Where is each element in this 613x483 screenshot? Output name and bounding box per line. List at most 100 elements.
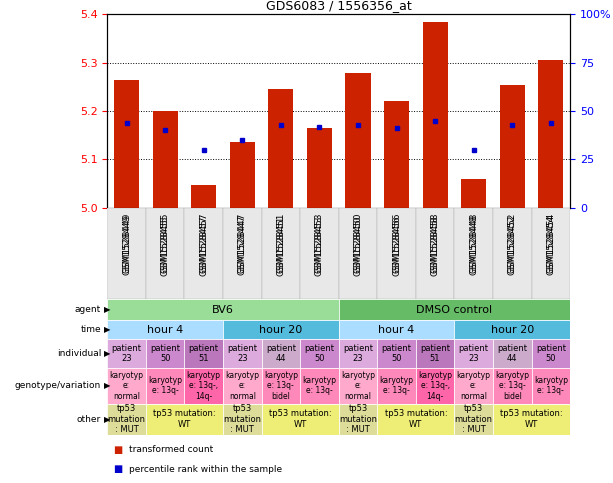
- Bar: [153, 111, 178, 208]
- Text: GSM1528457: GSM1528457: [199, 215, 208, 275]
- Text: patient
50: patient 50: [305, 343, 335, 363]
- Bar: [114, 80, 139, 208]
- Text: GSM1528456: GSM1528456: [392, 213, 401, 273]
- Text: ▶: ▶: [104, 414, 111, 424]
- Text: BV6: BV6: [212, 305, 234, 315]
- Bar: [262, 404, 338, 435]
- Text: patient
44: patient 44: [497, 343, 527, 363]
- Bar: [146, 368, 185, 404]
- Text: GSM1528456: GSM1528456: [392, 215, 401, 275]
- Text: DMSO control: DMSO control: [416, 305, 492, 315]
- Text: GSM1528453: GSM1528453: [315, 215, 324, 275]
- Text: GSM1528454: GSM1528454: [546, 215, 555, 275]
- Bar: [338, 208, 377, 299]
- Text: patient
50: patient 50: [536, 343, 566, 363]
- Text: GSM1528448: GSM1528448: [469, 213, 478, 272]
- Text: patient
50: patient 50: [150, 343, 180, 363]
- Text: karyotyp
e: 13q-
bidel: karyotyp e: 13q- bidel: [264, 371, 298, 400]
- Bar: [146, 339, 185, 368]
- Bar: [223, 368, 262, 404]
- Bar: [223, 339, 262, 368]
- Text: GSM1528453: GSM1528453: [315, 213, 324, 273]
- Bar: [268, 89, 294, 208]
- Text: GSM1528449: GSM1528449: [122, 213, 131, 272]
- Text: ▶: ▶: [104, 349, 111, 358]
- Bar: [531, 208, 570, 299]
- Text: patient
23: patient 23: [227, 343, 257, 363]
- Text: GSM1528454: GSM1528454: [546, 213, 555, 272]
- Bar: [191, 185, 216, 208]
- Text: patient
51: patient 51: [420, 343, 450, 363]
- Bar: [538, 60, 563, 208]
- Bar: [416, 208, 454, 299]
- Text: tp53
mutation
: MUT: tp53 mutation : MUT: [107, 404, 145, 434]
- Bar: [454, 320, 570, 339]
- Bar: [107, 299, 338, 320]
- Text: GSM1528451: GSM1528451: [276, 213, 285, 273]
- Text: tp53
mutation
: MUT: tp53 mutation : MUT: [455, 404, 493, 434]
- Text: other: other: [77, 414, 101, 424]
- Text: genotype/variation: genotype/variation: [15, 381, 101, 390]
- Text: patient
51: patient 51: [189, 343, 219, 363]
- Bar: [146, 208, 185, 299]
- Bar: [346, 73, 370, 208]
- Bar: [185, 368, 223, 404]
- Bar: [262, 339, 300, 368]
- Bar: [416, 368, 454, 404]
- Bar: [422, 22, 447, 208]
- Bar: [493, 339, 531, 368]
- Text: hour 4: hour 4: [147, 325, 183, 335]
- Text: karyotyp
e:
normal: karyotyp e: normal: [225, 371, 259, 400]
- Bar: [454, 368, 493, 404]
- Text: GSM1528449: GSM1528449: [122, 215, 131, 275]
- Text: karyotyp
e:
normal: karyotyp e: normal: [341, 371, 375, 400]
- Bar: [454, 208, 493, 299]
- Bar: [377, 404, 454, 435]
- Text: tp53
mutation
: MUT: tp53 mutation : MUT: [223, 404, 261, 434]
- Text: GSM1528450: GSM1528450: [354, 213, 362, 273]
- Bar: [493, 368, 531, 404]
- Text: patient
44: patient 44: [266, 343, 296, 363]
- Bar: [307, 128, 332, 208]
- Text: karyotyp
e: 13q-: karyotyp e: 13q-: [379, 376, 414, 396]
- Bar: [377, 208, 416, 299]
- Text: patient
23: patient 23: [343, 343, 373, 363]
- Bar: [377, 368, 416, 404]
- Bar: [531, 368, 570, 404]
- Text: hour 20: hour 20: [490, 325, 534, 335]
- Bar: [454, 339, 493, 368]
- Text: karyotyp
e: 13q-: karyotyp e: 13q-: [148, 376, 182, 396]
- Bar: [223, 208, 262, 299]
- Text: time: time: [80, 325, 101, 334]
- Text: karyotyp
e:
normal: karyotyp e: normal: [457, 371, 490, 400]
- Text: individual: individual: [57, 349, 101, 358]
- Text: hour 4: hour 4: [378, 325, 414, 335]
- Bar: [300, 368, 338, 404]
- Bar: [493, 404, 570, 435]
- Bar: [493, 208, 531, 299]
- Text: GSM1528448: GSM1528448: [469, 215, 478, 275]
- Text: GSM1528447: GSM1528447: [238, 215, 247, 275]
- Bar: [377, 339, 416, 368]
- Bar: [262, 208, 300, 299]
- Text: transformed count: transformed count: [129, 445, 213, 455]
- Text: karyotyp
e: 13q-: karyotyp e: 13q-: [302, 376, 337, 396]
- Bar: [107, 339, 146, 368]
- Text: tp53 mutation:
WT: tp53 mutation: WT: [384, 410, 447, 429]
- Bar: [185, 208, 223, 299]
- Text: tp53 mutation:
WT: tp53 mutation: WT: [153, 410, 216, 429]
- Text: hour 20: hour 20: [259, 325, 302, 335]
- Bar: [338, 404, 377, 435]
- Text: patient
23: patient 23: [112, 343, 142, 363]
- Text: percentile rank within the sample: percentile rank within the sample: [129, 465, 282, 474]
- Bar: [338, 299, 570, 320]
- Text: ▶: ▶: [104, 305, 111, 314]
- Text: GSM1528450: GSM1528450: [354, 215, 362, 275]
- Text: GSM1528452: GSM1528452: [508, 215, 517, 275]
- Bar: [262, 368, 300, 404]
- Text: GSM1528455: GSM1528455: [161, 215, 170, 275]
- Text: tp53 mutation:
WT: tp53 mutation: WT: [269, 410, 332, 429]
- Text: patient
23: patient 23: [459, 343, 489, 363]
- Bar: [107, 368, 146, 404]
- Text: ■: ■: [113, 445, 123, 455]
